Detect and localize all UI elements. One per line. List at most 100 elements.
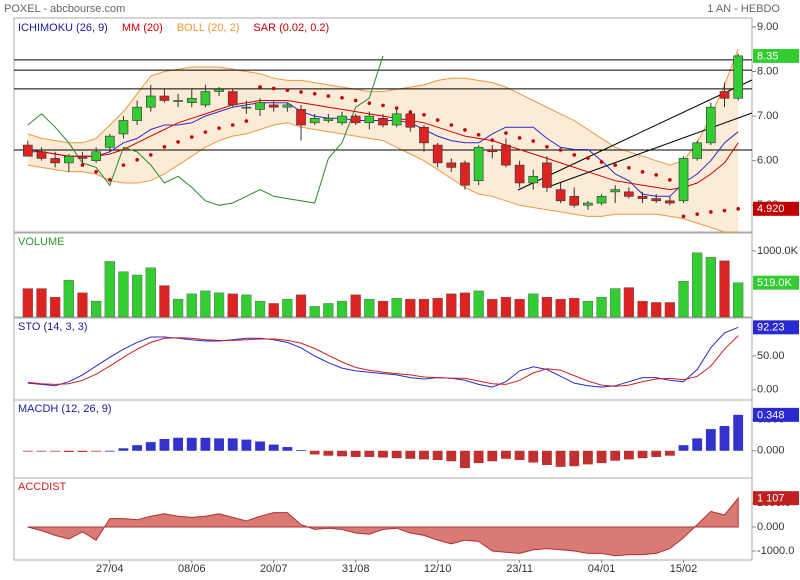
bar: [50, 296, 61, 318]
candle-body: [678, 158, 689, 202]
bar: [446, 293, 457, 318]
legend-entry: BOLL (20, 2): [177, 22, 240, 34]
candle-body: [241, 106, 252, 109]
panel-frame: [13, 317, 753, 401]
sar-dot: [326, 94, 331, 98]
bar: [623, 287, 635, 318]
y-tick-label: 6.00: [757, 155, 778, 167]
trend-line: [547, 112, 753, 188]
panel-title: STO (14, 3, 3): [18, 321, 88, 333]
bar: [255, 441, 265, 451]
sar-dot: [476, 133, 481, 137]
sar-dot: [94, 170, 98, 174]
bar: [500, 296, 512, 318]
candle-body: [473, 146, 484, 182]
bar: [501, 450, 511, 459]
bar: [63, 280, 74, 318]
bar: [323, 450, 334, 456]
bar: [186, 437, 197, 451]
candle-body: [542, 162, 552, 188]
bar: [555, 450, 566, 467]
bar: [118, 271, 129, 318]
bar: [719, 260, 730, 318]
candle-body: [501, 144, 511, 166]
candle-body: [173, 100, 183, 102]
candle-body: [624, 191, 634, 197]
sar-dot: [381, 103, 385, 108]
sar-dot: [244, 119, 249, 123]
candle-body: [733, 55, 743, 99]
sar-dot: [654, 173, 659, 177]
bar: [336, 300, 348, 318]
candle-body: [391, 113, 402, 126]
sar-dot: [504, 131, 508, 135]
x-tick-label: 27/04: [96, 563, 124, 575]
sar-dot: [299, 90, 303, 94]
sar-dot: [80, 163, 85, 167]
bar: [418, 298, 430, 318]
legend-entry: SAR (0.02, 0.2): [253, 22, 329, 34]
sar-dot: [449, 123, 454, 127]
bar: [459, 292, 471, 318]
bar: [296, 450, 306, 451]
last-value-box: [753, 407, 799, 422]
sar-dot: [640, 170, 645, 174]
bar: [131, 274, 143, 318]
sar-dot: [121, 163, 126, 167]
panel-title: VOLUME: [18, 236, 64, 248]
sar-dot: [189, 135, 194, 139]
bar: [514, 298, 525, 318]
bar: [473, 290, 484, 318]
candle-body: [569, 196, 580, 206]
bar: [637, 450, 648, 459]
candle-body: [487, 149, 498, 153]
bar: [104, 261, 115, 318]
boll-lower: [27, 122, 739, 233]
bar: [582, 450, 593, 465]
candle-body: [460, 162, 470, 186]
bar: [487, 298, 498, 318]
bar: [254, 300, 266, 318]
site-title: POXEL - abcbourse.com: [4, 3, 125, 15]
bar: [132, 445, 143, 451]
bar: [173, 437, 184, 451]
sar-dot: [367, 101, 372, 105]
x-tick-label: 20/07: [260, 563, 288, 575]
bar: [145, 442, 156, 451]
candle-body: [64, 155, 74, 164]
x-tick-label: 04/01: [588, 563, 616, 575]
candle-body: [145, 95, 156, 108]
bar: [22, 288, 33, 318]
last-value-label: 1 107: [757, 493, 785, 505]
candle-body: [50, 158, 60, 164]
sar-dot: [668, 178, 672, 182]
bar: [172, 298, 184, 318]
bar: [227, 293, 238, 318]
sar-dot: [162, 145, 167, 149]
candle-body: [364, 115, 375, 124]
panel-frame: [13, 477, 753, 561]
bar: [719, 426, 730, 451]
bar: [200, 290, 211, 318]
sar-dot: [599, 160, 604, 164]
bar: [350, 294, 361, 318]
bar: [22, 450, 33, 452]
bar: [664, 302, 675, 318]
candle-body: [159, 95, 170, 101]
candle-body: [514, 164, 525, 184]
bar: [36, 450, 47, 452]
bar: [705, 256, 716, 318]
sar-dot: [722, 208, 727, 213]
x-tick-label: 12/10: [424, 563, 452, 575]
last-value-label: 0.348: [757, 409, 785, 421]
legend-entry: ICHIMOKU (26, 9): [18, 22, 108, 34]
y-tick-label: 1000.0K: [757, 245, 799, 257]
sar-dot: [463, 128, 467, 132]
candle-body: [446, 162, 457, 168]
bar: [514, 450, 525, 461]
bar: [91, 450, 102, 452]
bar: [542, 450, 552, 465]
sar-dot: [135, 157, 139, 162]
last-value-box: [753, 48, 799, 63]
